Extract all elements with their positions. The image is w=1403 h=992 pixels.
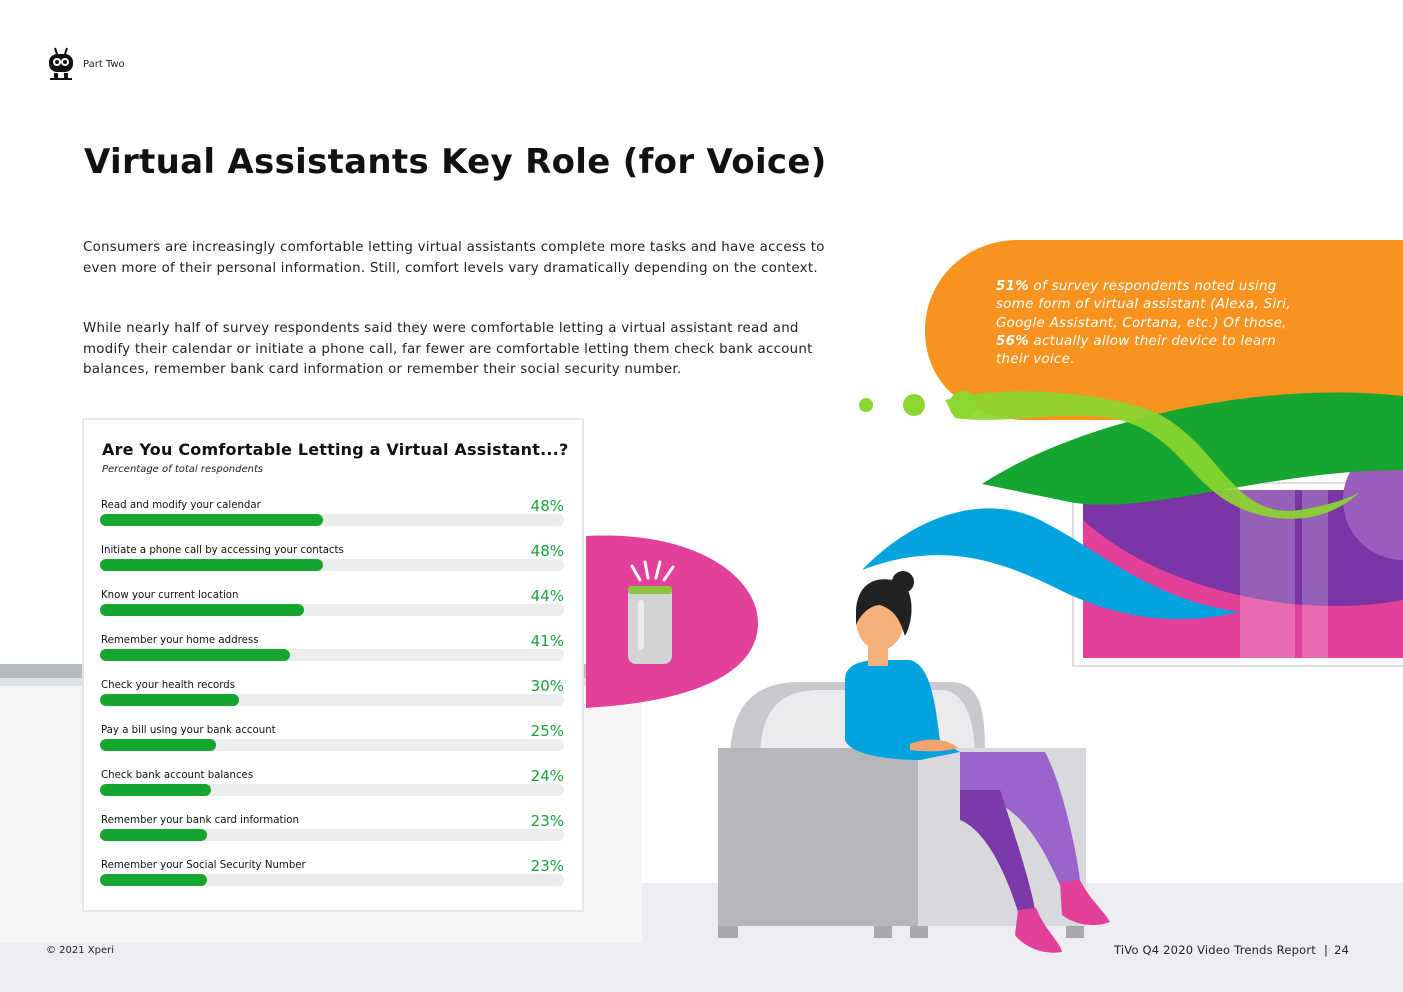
bar-label: Pay a bill using your bank account bbox=[101, 725, 276, 736]
bar-label: Check your health records bbox=[101, 680, 236, 691]
chart-row: Know your current location 44% bbox=[100, 587, 564, 630]
bar-track bbox=[100, 739, 564, 751]
orange-speech-bubble bbox=[925, 240, 1403, 420]
copyright: © 2021 Xperi bbox=[46, 945, 115, 956]
bar-label: Remember your home address bbox=[101, 635, 259, 646]
thought-dot-medium bbox=[903, 394, 925, 416]
bar-track bbox=[100, 559, 564, 571]
bar bbox=[100, 784, 211, 796]
bar-value-label: 48% bbox=[530, 542, 564, 560]
page-number: 24 bbox=[1334, 943, 1350, 957]
chart-row: Check bank account balances 24% bbox=[100, 767, 564, 810]
lime-ribbon bbox=[945, 391, 1360, 519]
bar-value-label: 30% bbox=[530, 677, 564, 695]
chart-row: Remember your home address 41% bbox=[100, 632, 564, 675]
bar-label: Read and modify your calendar bbox=[101, 500, 261, 511]
bar-label: Check bank account balances bbox=[101, 770, 254, 781]
bar-label: Know your current location bbox=[101, 590, 239, 601]
bar bbox=[100, 649, 290, 661]
chart-title: Are You Comfortable Letting a Virtual As… bbox=[102, 440, 569, 459]
bar bbox=[100, 829, 207, 841]
chart-row: Remember your Social Security Number 23% bbox=[100, 857, 564, 900]
intro-paragraph-1: Consumers are increasingly comfortable l… bbox=[83, 240, 825, 276]
seated-woman bbox=[845, 571, 1110, 953]
chart-row: Initiate a phone call by accessing your … bbox=[100, 542, 564, 585]
callout-text-1: of survey respondents noted using some f… bbox=[996, 279, 1291, 331]
bar-track bbox=[100, 514, 564, 526]
bar-value-label: 24% bbox=[530, 767, 564, 785]
intro-paragraph-2: While nearly half of survey respondents … bbox=[83, 321, 813, 378]
bar bbox=[100, 559, 323, 571]
callout-stat-2: 56% bbox=[996, 333, 1029, 349]
chart-row: Pay a bill using your bank account 25% bbox=[100, 722, 564, 765]
bar-track bbox=[100, 694, 564, 706]
tivo-robot-logo-icon bbox=[49, 47, 73, 80]
report-name: TiVo Q4 2020 Video Trends Report bbox=[1114, 943, 1316, 957]
bar bbox=[100, 694, 239, 706]
bar-label: Remember your bank card information bbox=[101, 815, 299, 826]
bar bbox=[100, 739, 216, 751]
report-footer: TiVo Q4 2020 Video Trends Report | 24 bbox=[1114, 943, 1349, 957]
bar bbox=[100, 874, 207, 886]
bar-track bbox=[100, 649, 564, 661]
bar-label: Initiate a phone call by accessing your … bbox=[101, 545, 344, 556]
bar-value-label: 44% bbox=[530, 587, 564, 605]
bar-track bbox=[100, 874, 564, 886]
bar-value-label: 25% bbox=[530, 722, 564, 740]
callout-stat-1: 51% bbox=[996, 279, 1029, 294]
bar-track bbox=[100, 829, 564, 841]
bar-value-label: 23% bbox=[530, 812, 564, 830]
pink-blob bbox=[586, 535, 759, 708]
bar bbox=[100, 604, 304, 616]
thought-dot-small bbox=[859, 398, 873, 412]
bar-track bbox=[100, 784, 564, 796]
blue-ribbon bbox=[862, 508, 1240, 620]
bar-value-label: 48% bbox=[530, 497, 564, 515]
page-title: Virtual Assistants Key Role (for Voice) bbox=[84, 142, 827, 182]
bar-label: Remember your Social Security Number bbox=[101, 860, 306, 871]
footer-separator: | bbox=[1324, 943, 1329, 957]
chart-card: Are You Comfortable Letting a Virtual As… bbox=[82, 418, 584, 912]
callout-text-2: actually allow their device to learn the… bbox=[996, 333, 1277, 368]
bar bbox=[100, 514, 323, 526]
section-label: Part Two bbox=[83, 59, 125, 70]
smart-speaker-icon bbox=[628, 560, 675, 664]
bar-value-label: 41% bbox=[530, 632, 564, 650]
bar-value-label: 23% bbox=[530, 857, 564, 875]
callout-text: 51% of survey respondents noted using so… bbox=[996, 278, 1306, 369]
chart-row: Remember your bank card information 23% bbox=[100, 812, 564, 855]
chart-row: Read and modify your calendar 48% bbox=[100, 497, 564, 540]
bar-track bbox=[100, 604, 564, 616]
chart-subtitle: Percentage of total respondents bbox=[102, 464, 264, 475]
chart-row: Check your health records 30% bbox=[100, 677, 564, 720]
